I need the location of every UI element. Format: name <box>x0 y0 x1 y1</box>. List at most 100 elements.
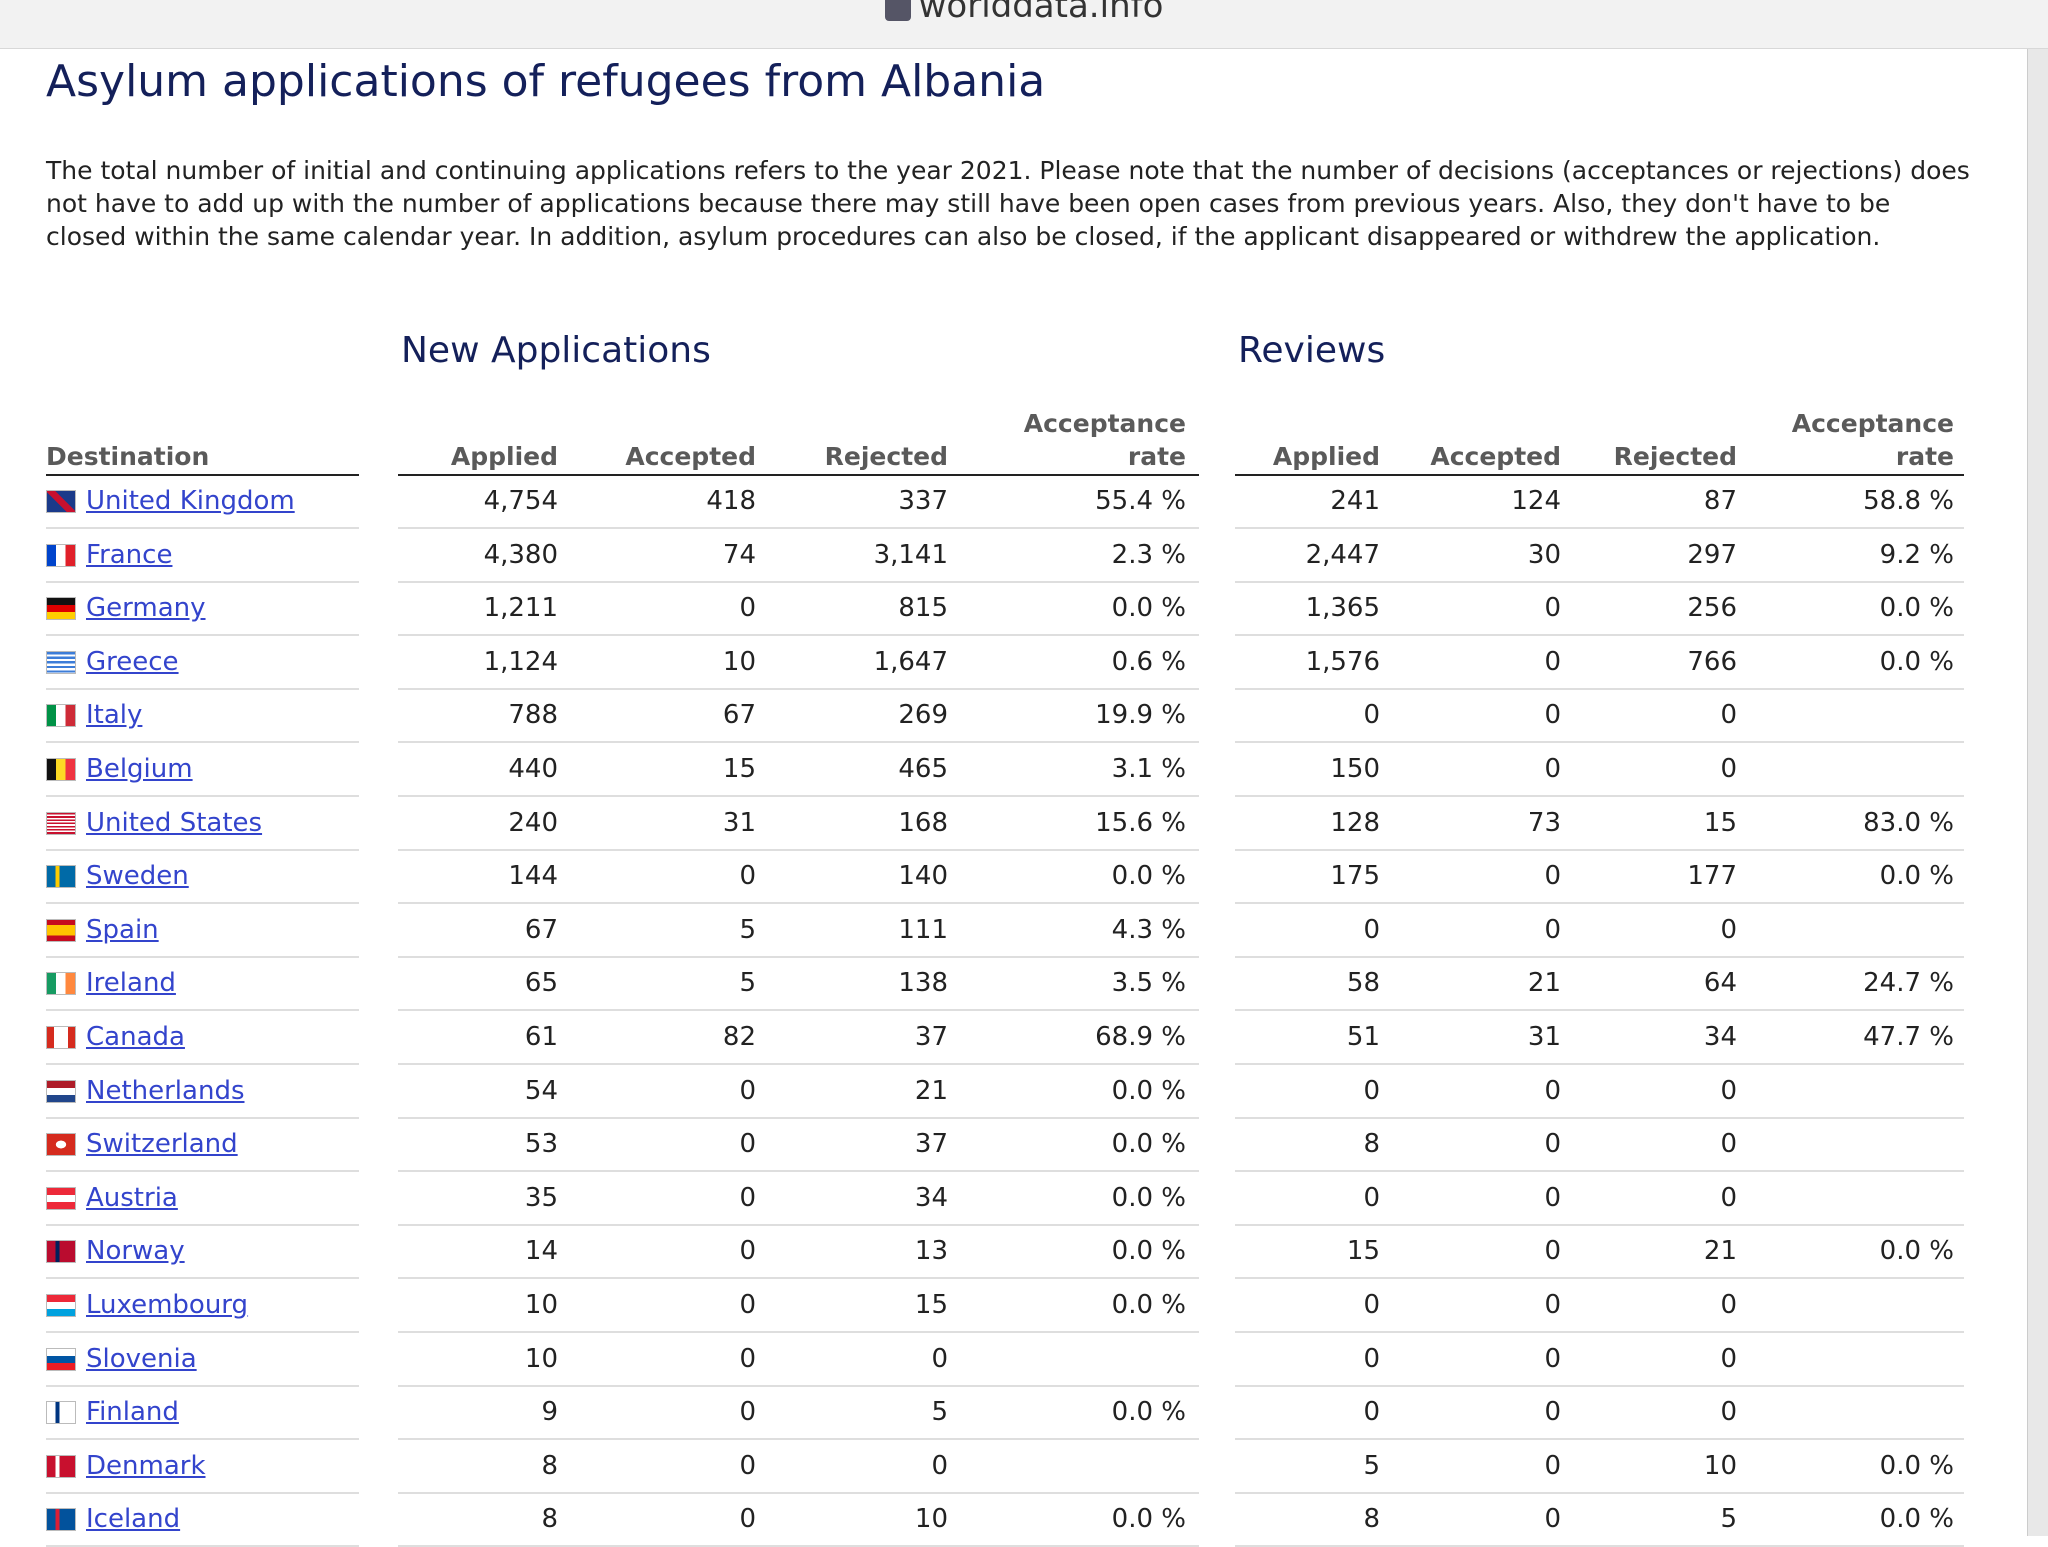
country-link-text[interactable]: Slovenia <box>86 1343 197 1374</box>
column-header: Destination <box>46 442 210 471</box>
table-cell: 0 <box>739 1129 756 1160</box>
country-link[interactable]: Switzerland <box>86 1127 238 1161</box>
table-cell: 21 <box>1703 1236 1737 1267</box>
row-rule <box>46 527 359 529</box>
table-cell: 0.0 % <box>1111 1182 1186 1213</box>
country-link[interactable]: Spain <box>86 913 159 947</box>
table-cell: 19.9 % <box>1095 700 1186 731</box>
table-cell: 0 <box>1720 1075 1737 1106</box>
country-link-text[interactable]: Finland <box>86 1397 179 1428</box>
table-cell: 0 <box>1544 1075 1561 1106</box>
country-link[interactable]: Finland <box>86 1395 179 1429</box>
table-cell: 10 <box>722 646 756 677</box>
row-rule <box>1235 1063 1964 1065</box>
country-link[interactable]: Iceland <box>86 1502 180 1536</box>
table-cell: 67 <box>524 914 558 945</box>
table-cell: 0 <box>1544 593 1561 624</box>
country-link[interactable]: United States <box>86 806 262 840</box>
table-cell: 3.5 % <box>1111 968 1186 999</box>
country-link-text[interactable]: Switzerland <box>86 1129 238 1160</box>
table-cell: 0 <box>739 861 756 892</box>
table-cell: 111 <box>898 914 948 945</box>
country-link-text[interactable]: Iceland <box>86 1504 181 1535</box>
table-cell: 8 <box>1363 1129 1380 1160</box>
country-link-text[interactable]: United Kingdom <box>86 486 295 516</box>
country-link-text[interactable]: France <box>86 539 173 570</box>
row-rule <box>1235 955 1964 958</box>
country-link-text[interactable]: Austria <box>86 1182 178 1213</box>
country-link[interactable]: Norway <box>86 1234 185 1268</box>
table-cell: 788 <box>508 700 558 731</box>
country-link[interactable]: United Kingdom <box>86 484 295 518</box>
country-link[interactable]: Greece <box>86 645 179 679</box>
country-link[interactable]: Austria <box>86 1181 178 1215</box>
country-link[interactable]: France <box>86 538 172 572</box>
table-cell: 24.7 % <box>1863 968 1954 999</box>
country-link-text[interactable]: Belgium <box>86 754 193 784</box>
country-link[interactable]: Denmark <box>86 1449 206 1483</box>
table-cell: 0 <box>1363 1075 1380 1106</box>
row-rule <box>1235 1170 1964 1173</box>
table-cell: 51 <box>1346 1022 1380 1052</box>
row-rule <box>46 1277 359 1280</box>
table-cell: 150 <box>1330 754 1380 784</box>
table-cell: 21 <box>1527 968 1561 999</box>
table-cell: 67 <box>722 700 756 731</box>
country-link-text[interactable]: Germany <box>86 593 206 624</box>
country-link[interactable]: Ireland <box>86 966 176 1000</box>
table-cell: 766 <box>1687 646 1737 677</box>
country-link[interactable]: Italy <box>86 698 142 732</box>
country-link[interactable]: Germany <box>86 591 206 625</box>
country-link-text[interactable]: Netherlands <box>86 1075 245 1106</box>
country-link[interactable]: Sweden <box>86 859 189 893</box>
table-cell: 0 <box>1363 700 1380 731</box>
table-cell: 297 <box>1687 539 1737 570</box>
table-cell: 0 <box>931 1343 948 1374</box>
row-rule <box>398 795 1199 797</box>
country-link-text[interactable]: Luxembourg <box>86 1290 249 1320</box>
row-rule <box>46 1063 359 1065</box>
header-rule <box>1235 474 1964 476</box>
country-link-text[interactable]: Denmark <box>86 1450 206 1481</box>
row-rule <box>398 1438 1199 1441</box>
row-rule <box>46 1170 359 1173</box>
table-cell: 0.0 % <box>1879 646 1954 677</box>
table-cell: 0.0 % <box>1111 1290 1186 1320</box>
table-cell: 0.0 % <box>1111 861 1186 892</box>
table-cell: 5 <box>739 968 756 999</box>
row-rule <box>398 1170 1199 1173</box>
country-link-text[interactable]: Spain <box>86 914 159 945</box>
table-cell: 31 <box>722 807 756 838</box>
country-link[interactable]: Canada <box>86 1020 185 1054</box>
table-cell: 440 <box>508 754 558 784</box>
table-cell: 8 <box>541 1504 558 1535</box>
table-cell: 10 <box>524 1290 558 1320</box>
table-cell: 1,647 <box>873 646 948 677</box>
row-rule <box>1235 634 1964 637</box>
country-link-text[interactable]: United States <box>86 807 263 838</box>
table-cell: 0.0 % <box>1111 593 1186 624</box>
country-link[interactable]: Luxembourg <box>86 1288 248 1322</box>
flag-icon <box>46 758 76 781</box>
flag-icon <box>46 704 76 728</box>
country-link[interactable]: Belgium <box>86 752 193 786</box>
country-link-text[interactable]: Greece <box>86 646 179 677</box>
table-cell: 8 <box>1363 1504 1380 1535</box>
row-rule <box>1235 741 1964 744</box>
country-link-text[interactable]: Norway <box>86 1236 185 1267</box>
country-link[interactable]: Slovenia <box>86 1342 197 1376</box>
table-cell: 465 <box>898 754 948 784</box>
country-link-text[interactable]: Sweden <box>86 861 189 892</box>
country-link-text[interactable]: Ireland <box>86 968 176 999</box>
row-rule <box>46 741 359 744</box>
country-link-text[interactable]: Italy <box>86 700 143 731</box>
column-header: Rejected <box>1613 442 1737 471</box>
page-title: Asylum applications of refugees from Alb… <box>46 56 1046 107</box>
table-cell: 0.0 % <box>1879 1236 1954 1267</box>
country-link-text[interactable]: Canada <box>86 1022 185 1052</box>
row-rule <box>398 687 1199 690</box>
country-link[interactable]: Netherlands <box>86 1074 245 1108</box>
table-cell: 0 <box>1544 914 1561 945</box>
table-cell: 34 <box>914 1182 948 1213</box>
table-cell: 0.0 % <box>1879 861 1954 892</box>
